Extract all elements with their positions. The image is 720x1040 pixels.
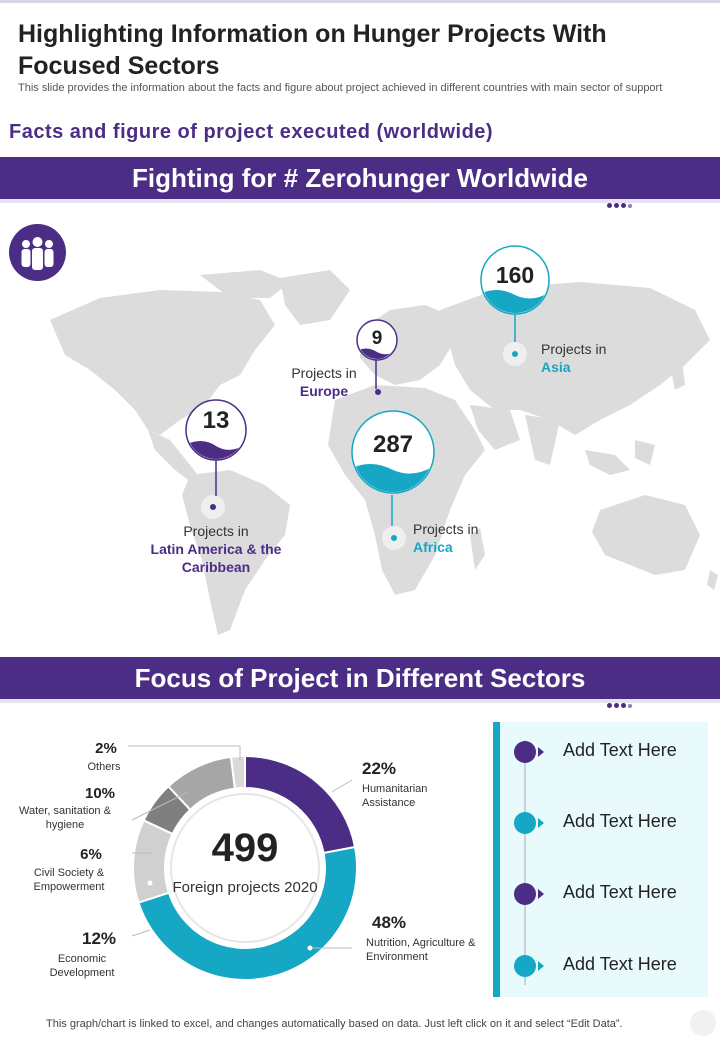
band-underline [0,699,720,703]
label-nutrition: Nutrition, Agriculture & Environment [366,937,476,963]
pin-prefix: Projects in [291,365,357,381]
panel-item: Add Text Here [514,809,704,839]
pct-economic: 12% [81,929,117,948]
pin-region-asia: Asia [541,359,571,375]
footer-circle [690,1010,716,1036]
badge-latin-america [185,399,247,461]
slide-subtitle: This slide provides the information abou… [18,82,663,94]
callout-dots [147,790,333,951]
badge-number-africa: 287 [372,431,414,458]
pct-nutrition: 48% [372,913,407,932]
top-rule [0,0,720,3]
pin-prefix: Projects in [183,523,249,539]
panel-item: Add Text Here [514,952,704,982]
panel-item-text: Add Text Here [563,740,677,760]
section-heading: Facts and figure of project executed (wo… [9,121,494,143]
pct-humanitarian: 22% [362,759,397,778]
panel-item-text: Add Text Here [563,882,677,902]
pin-label-asia: Projects in Asia [541,340,621,376]
panel-timeline-track [524,740,526,985]
donut-slice [137,845,358,981]
panel-item-text: Add Text Here [563,811,677,831]
panel-dot [514,955,536,977]
pin-label-africa: Projects in Africa [413,520,493,556]
band-dots [607,703,637,709]
band-sectors: Focus of Project in Different Sectors [0,657,720,699]
footer-note: This graph/chart is linked to excel, and… [46,1018,623,1030]
pin-label-latin-america: Projects in Latin America & the Caribbea… [140,522,292,576]
band-dots [607,203,637,209]
people-icon [9,224,66,281]
pin-prefix: Projects in [541,341,607,357]
band-underline [0,199,720,203]
band-zerohunger: Fighting for # Zerohunger Worldwide [0,157,720,199]
arrow-icon [538,818,544,828]
panel-item: Add Text Here [514,880,704,910]
panel-item: Add Text Here [514,738,704,768]
label-civil: Civil Society & Empowerment [33,867,105,893]
label-water: Water, sanitation & hygiene [19,805,111,831]
arrow-icon [538,961,544,971]
donut-center-value: 499 [211,826,279,870]
slide-title: Highlighting Information on Hunger Proje… [18,20,607,80]
pin-region-latin-america: Latin America & the Caribbean [150,541,282,575]
pct-civil: 6% [80,846,102,863]
text-panel [493,722,708,997]
pct-water: 10% [84,785,116,802]
donut-center-label: Foreign projects 2020 [172,879,318,896]
label-economic: Economic Development [49,953,115,979]
pin-region-africa: Africa [413,539,453,555]
pin-prefix: Projects in [413,521,479,537]
donut-slices [132,754,358,981]
badge-number-asia: 160 [495,262,535,288]
pin-region-europe: Europe [299,383,349,399]
donut-slice [132,818,174,904]
map-badges [185,245,550,494]
donut-chart [128,745,358,981]
badge-number-europe: 9 [371,328,383,349]
badge-number-latin-america: 13 [202,407,230,434]
label-others: Others [87,761,121,773]
arrow-icon [538,889,544,899]
pin-label-europe: Projects in Europe [282,364,366,400]
panel-item-text: Add Text Here [563,954,677,974]
panel-dot [514,812,536,834]
badge-europe [356,319,398,361]
callout-lines [128,745,353,949]
panel-dot [514,883,536,905]
pct-others: 2% [95,740,117,757]
panel-dot [514,741,536,763]
label-humanitarian: Humanitarian Assistance [362,783,428,809]
arrow-icon [538,747,544,757]
donut-slice [229,754,246,790]
donut-hole [170,793,320,943]
